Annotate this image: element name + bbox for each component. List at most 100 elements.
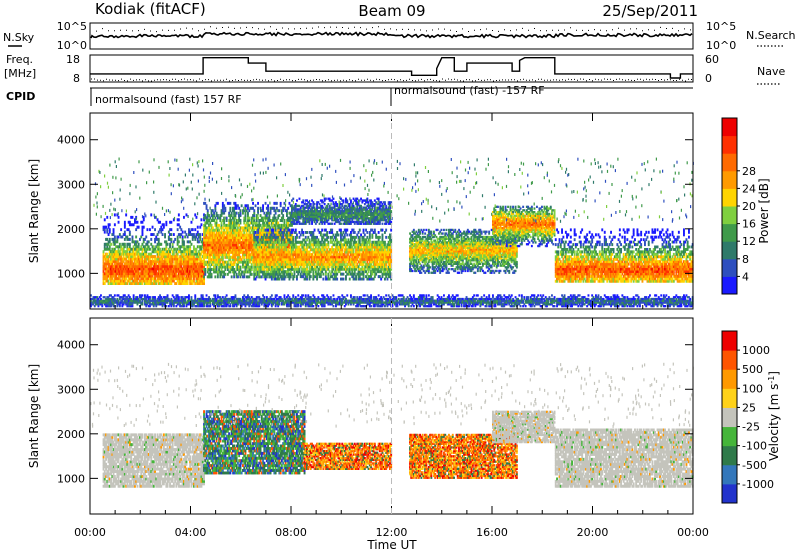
nsky-traces: [91, 27, 692, 38]
echo-cell: [132, 236, 134, 239]
echo-cell: [213, 212, 215, 215]
echo-cell: [183, 240, 185, 243]
echo-cell: [192, 282, 194, 285]
echo-cell: [124, 223, 126, 226]
echo-cell: [214, 207, 216, 210]
echo-cell: [217, 214, 219, 217]
nsearch-label: N.Search: [746, 29, 796, 42]
echo-cell: [197, 226, 199, 229]
freq-tick-top: 18: [66, 53, 80, 66]
echo-cell: [129, 243, 131, 246]
freq-panel: Freq. [MHz] 18 8 60 0 Nave: [4, 53, 785, 85]
frequency-line: [90, 58, 693, 78]
echo-cell: [186, 213, 188, 216]
echo-cell: [207, 209, 209, 212]
echo-cell: [170, 238, 172, 241]
echo-cell: [201, 223, 203, 226]
echo-cell: [204, 268, 206, 271]
echo-cell: [104, 218, 106, 221]
cpid-panel: CPID normalsound (fast) 157 RF normalsou…: [6, 84, 693, 106]
cpid-label: CPID: [6, 90, 35, 103]
echo-cell: [174, 238, 176, 241]
freq-tick-bottom: 8: [73, 72, 80, 85]
echo-cell: [152, 226, 154, 229]
echo-cell: [124, 243, 126, 246]
date-title: 25/Sep/2011: [602, 2, 698, 20]
echo-cell: [219, 217, 221, 220]
echo-cell: [192, 228, 194, 231]
echo-cell: [137, 221, 139, 224]
echo-cell: [217, 275, 219, 278]
echo-cell: [158, 238, 160, 241]
echo-cell: [177, 228, 179, 231]
echo-cell: [203, 282, 205, 285]
echo-cell: [155, 282, 157, 285]
nsky-line: [91, 33, 692, 39]
echo-cell: [219, 275, 221, 278]
echo-cell: [170, 282, 172, 285]
echo-cell: [178, 213, 180, 216]
echo-cell: [194, 228, 196, 231]
nsearch-tick-bottom: 10^0: [706, 39, 736, 52]
freq-axes: [90, 55, 693, 82]
echo-cell: [113, 228, 115, 231]
nsky-tick-top: 10^5: [57, 20, 87, 33]
echo-cell: [178, 218, 180, 221]
echo-cell: [148, 245, 150, 248]
echo-cell: [206, 204, 208, 207]
echo-cell: [187, 282, 189, 285]
echo-cell: [214, 275, 216, 278]
echo-cell: [223, 275, 225, 278]
echo-cell: [193, 245, 195, 248]
echo-cell: [109, 238, 111, 241]
echo-cell: [159, 221, 161, 224]
nave-tick-bottom: 0: [705, 72, 712, 85]
echo-cell: [118, 221, 120, 224]
echo-cell: [114, 213, 116, 216]
echo-cell: [216, 266, 218, 269]
echo-cell: [165, 221, 167, 224]
echo-cell: [142, 282, 144, 285]
echo-cell: [118, 216, 120, 219]
echo-cell: [211, 273, 213, 276]
echo-cell: [153, 233, 155, 236]
echo-cell: [125, 213, 127, 216]
nave-trace: [91, 79, 692, 81]
echo-cell: [170, 228, 172, 231]
echo-cell: [153, 245, 155, 248]
echo-cell: [173, 233, 175, 236]
echo-cell: [201, 218, 203, 221]
echo-cell: [145, 236, 147, 239]
echo-cell: [203, 275, 205, 278]
echo-cell: [124, 221, 126, 224]
echo-cell: [167, 243, 169, 246]
echo-cell: [165, 223, 167, 226]
echo-cell: [163, 223, 165, 226]
echo-cell: [196, 248, 198, 251]
echo-cell: [217, 202, 219, 205]
echo-cell: [196, 216, 198, 219]
echo-cell: [160, 243, 162, 246]
echo-cell: [147, 228, 149, 231]
echo-cell: [138, 243, 140, 246]
echo-cell: [110, 243, 112, 246]
echo-cell: [106, 216, 108, 219]
echo-cell: [150, 213, 152, 216]
cpid-segment-2: normalsound (fast) -157 RF: [394, 84, 545, 97]
echo-cell: [126, 282, 128, 285]
echo-cell: [191, 221, 193, 224]
echo-cell: [109, 223, 111, 226]
echo-cell: [133, 223, 135, 226]
echo-cell: [170, 221, 172, 224]
echo-cell: [199, 233, 201, 236]
beam-title: Beam 09: [358, 2, 425, 20]
echo-cell: [175, 282, 177, 285]
echo-cell: [218, 224, 220, 227]
cpid-segment-1: normalsound (fast) 157 RF: [95, 93, 242, 106]
echo-cell: [129, 231, 131, 234]
nave-points: [91, 79, 692, 81]
freq-label: Freq.: [6, 53, 33, 66]
nsearch-tick-top: 10^5: [706, 20, 736, 33]
echo-cell: [104, 282, 106, 285]
echo-cell: [114, 223, 116, 226]
